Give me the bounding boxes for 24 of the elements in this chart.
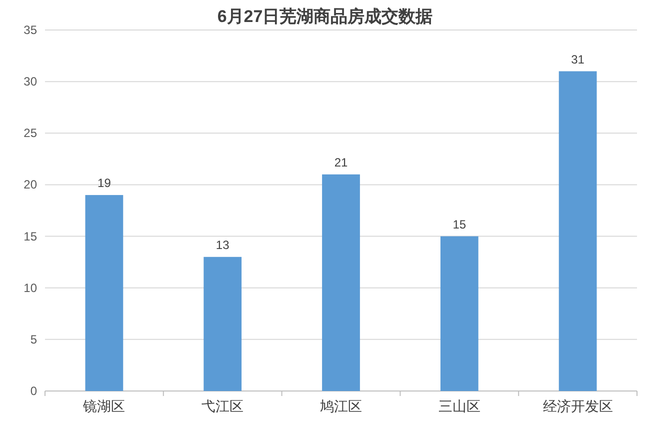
x-tick-label: 镜湖区 xyxy=(82,398,126,414)
data-label: 31 xyxy=(571,52,585,66)
y-tick-label: 10 xyxy=(24,280,38,295)
y-tick-label: 5 xyxy=(30,332,38,346)
y-tick-label: 0 xyxy=(30,384,38,398)
bar xyxy=(85,195,124,391)
y-tick-label: 20 xyxy=(24,178,38,192)
chart-title: 6月27日芜湖商品房成交数据 xyxy=(217,7,433,26)
data-label: 13 xyxy=(216,238,230,252)
bar xyxy=(558,71,597,391)
x-tick-label: 鸠江区 xyxy=(320,398,362,414)
data-label: 15 xyxy=(452,217,466,232)
bar xyxy=(440,236,478,391)
bar xyxy=(322,174,360,391)
y-tick-label: 25 xyxy=(24,126,38,140)
x-tick-label: 三山区 xyxy=(438,398,480,414)
data-label: 21 xyxy=(334,155,348,170)
x-tick-label: 经济开发区 xyxy=(542,398,613,414)
y-tick-label: 30 xyxy=(24,74,38,89)
bar xyxy=(204,256,242,391)
y-tick-label: 35 xyxy=(24,23,38,37)
y-tick-label: 15 xyxy=(24,229,38,244)
x-tick-label: 弋江区 xyxy=(202,398,244,414)
data-label: 19 xyxy=(98,176,112,190)
